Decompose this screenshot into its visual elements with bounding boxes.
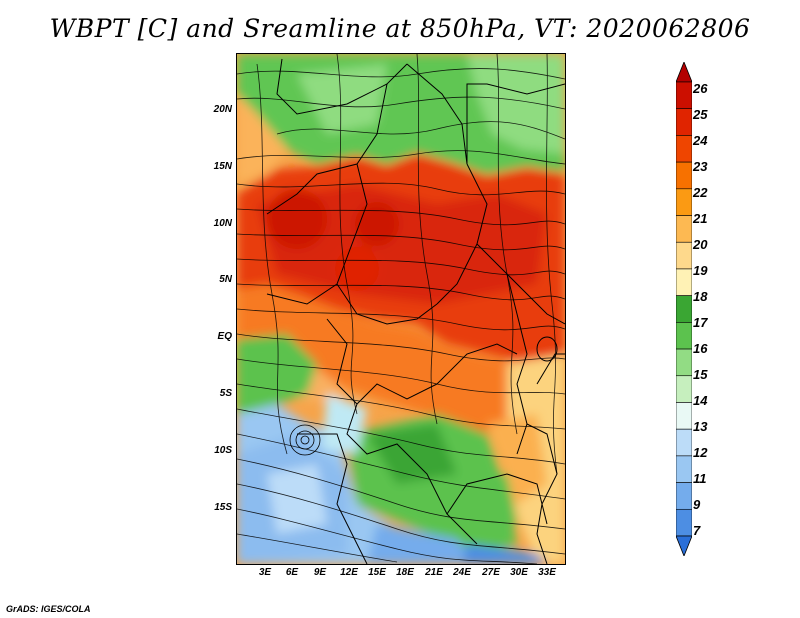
colorbar-label-25: 25: [693, 107, 708, 122]
lake-outline: [536, 336, 558, 362]
colorbar-label-26: 26: [693, 81, 708, 96]
lat-label-15s: 15S: [214, 502, 232, 513]
colorbar-label-15: 15: [693, 367, 708, 382]
colorbar-segment: [676, 482, 692, 510]
lon-label-12e: 12E: [340, 567, 358, 578]
lon-label-9e: 9E: [313, 567, 327, 578]
colorbar-label-23: 23: [693, 159, 708, 174]
lat-label-20n: 20N: [213, 104, 232, 115]
colorbar-arrow-bottom: [676, 535, 692, 556]
lon-label-15e: 15E: [368, 567, 386, 578]
colorbar-label-17: 17: [693, 315, 708, 330]
colorbar-segment: [676, 322, 692, 350]
lon-label-3e: 3E: [258, 567, 272, 578]
colorbar-segment: [676, 508, 692, 537]
colorbar-segment: [676, 402, 692, 430]
colorbar-segment: [676, 375, 692, 403]
colorbar-arrow-top: [676, 62, 692, 83]
map-title: WBPT [C] and Sreamline at 850hPa, VT: 20…: [49, 14, 751, 43]
wbpt-field-map: [237, 54, 565, 564]
colorbar-segment: [676, 108, 692, 136]
colorbar-label-11: 11: [693, 471, 707, 486]
colorbar-label-13: 13: [693, 419, 708, 434]
colorbar-segment: [676, 135, 692, 163]
colorbar-segment: [676, 188, 692, 216]
colorbar: [676, 62, 692, 556]
colorbar-segment: [676, 428, 692, 457]
wbpt-shading: [237, 54, 565, 564]
lon-label-6e: 6E: [285, 567, 299, 578]
colorbar-label-16: 16: [693, 341, 708, 356]
lat-label-10s: 10S: [214, 445, 232, 456]
colorbar-segment: [676, 161, 692, 190]
colorbar-segment: [676, 81, 692, 110]
colorbar-segment: [676, 295, 692, 323]
lat-label-10n: 10N: [213, 218, 232, 229]
colorbar-label-24: 24: [693, 133, 708, 148]
lon-label-27e: 27E: [482, 567, 500, 578]
colorbar-label-21: 21: [693, 211, 708, 226]
lon-label-24e: 24E: [453, 567, 471, 578]
vortex-marker: [289, 424, 321, 456]
lon-label-33e: 33E: [538, 567, 556, 578]
lat-label-5n: 5N: [219, 274, 232, 285]
colorbar-label-14: 14: [693, 393, 708, 408]
colorbar-label-19: 19: [693, 263, 708, 278]
colorbar-label-9: 9: [693, 497, 701, 512]
grads-credit: GrADS: IGES/COLA: [6, 604, 91, 614]
lat-label-5s: 5S: [219, 388, 232, 399]
colorbar-label-7: 7: [693, 523, 701, 538]
colorbar-segment: [676, 348, 692, 377]
colorbar-label-12: 12: [693, 445, 708, 460]
lon-label-21e: 21E: [425, 567, 443, 578]
colorbar-label-20: 20: [693, 237, 708, 252]
lat-label-15n: 15N: [213, 161, 232, 172]
streamlines: [237, 54, 565, 564]
colorbar-segment: [676, 268, 692, 296]
colorbar-segment: [676, 241, 692, 270]
colorbar-segment: [676, 455, 692, 483]
lon-label-30e: 30E: [510, 567, 528, 578]
country-boundaries: [266, 58, 565, 564]
colorbar-label-22: 22: [693, 185, 708, 200]
map-frame[interactable]: [236, 53, 566, 565]
colorbar-label-18: 18: [693, 289, 708, 304]
lon-label-18e: 18E: [396, 567, 414, 578]
lat-label-eq: EQ: [217, 331, 232, 342]
colorbar-segment: [676, 215, 692, 243]
